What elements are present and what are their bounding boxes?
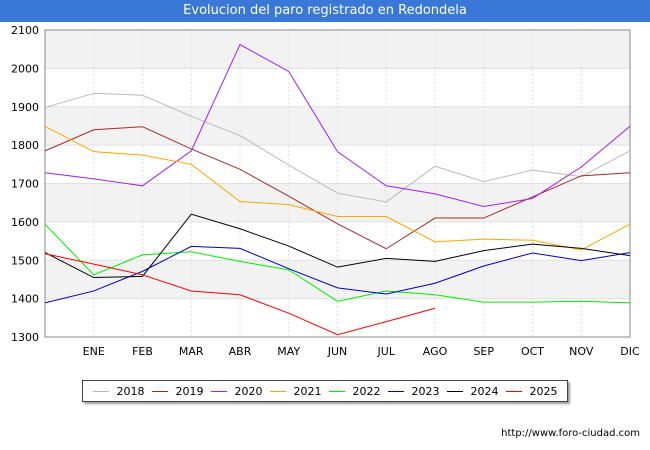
x-tick-label: OCT xyxy=(521,345,544,358)
legend-swatch xyxy=(387,390,404,392)
x-tick-label: DIC xyxy=(620,345,640,358)
plot-frame xyxy=(44,29,631,338)
x-tick-label: JUN xyxy=(327,345,348,358)
x-tick-label: NOV xyxy=(569,345,594,358)
legend-item-2024: 2024 xyxy=(446,384,499,398)
legend-label: 2020 xyxy=(234,384,263,398)
x-tick-label: FEB xyxy=(132,345,153,358)
x-tick-label: AGO xyxy=(423,345,448,358)
legend-swatch xyxy=(446,390,463,392)
grid-lines xyxy=(45,29,631,338)
legend-swatch xyxy=(269,390,286,392)
source-url: http://www.foro-ciudad.com xyxy=(501,428,640,439)
x-tick-label: ENE xyxy=(83,345,105,358)
legend-label: 2018 xyxy=(116,384,145,398)
series-line-2023 xyxy=(44,245,631,304)
y-tick-label: 1900 xyxy=(11,101,39,114)
x-tick-label: MAR xyxy=(179,345,204,358)
legend-item-2025: 2025 xyxy=(505,384,558,398)
y-tick-label: 1500 xyxy=(11,254,39,267)
legend-swatch xyxy=(92,390,109,392)
legend-item-2020: 2020 xyxy=(210,384,263,398)
y-tick-label: 1300 xyxy=(11,331,39,344)
legend-item-2023: 2023 xyxy=(387,384,440,398)
x-tick-label: JUL xyxy=(377,345,396,358)
legend-label: 2023 xyxy=(411,384,440,398)
series-line-2018 xyxy=(44,92,631,203)
series-line-2021 xyxy=(44,125,631,251)
series-line-2025 xyxy=(44,253,436,336)
legend-label: 2025 xyxy=(529,384,558,398)
y-tick-label: 2100 xyxy=(11,24,39,37)
legend-label: 2021 xyxy=(293,384,322,398)
tick-labels: 1300 1400 1500 1600 1700 1800 1900 2000 2100 ENE F… xyxy=(11,24,640,358)
series-lines xyxy=(44,43,631,336)
y-tick-label: 1600 xyxy=(11,216,39,229)
legend-swatch xyxy=(151,390,168,392)
legend-item-2021: 2021 xyxy=(269,384,322,398)
legend-label: 2019 xyxy=(175,384,204,398)
legend: 2018 2019 2020 2021 2022 2023 2024 2025 xyxy=(82,380,568,402)
series-line-2022 xyxy=(44,223,631,304)
chart-title: Evolucion del paro registrado en Redonde… xyxy=(0,0,650,22)
legend-swatch xyxy=(505,390,522,392)
legend-swatch xyxy=(210,390,227,392)
legend-item-2019: 2019 xyxy=(151,384,204,398)
x-tick-label: SEP xyxy=(473,345,494,358)
x-tick-label: MAY xyxy=(277,345,300,358)
y-tick-label: 1400 xyxy=(11,293,39,306)
legend-label: 2024 xyxy=(470,384,499,398)
legend-label: 2022 xyxy=(352,384,381,398)
series-line-2024 xyxy=(44,213,631,279)
y-tick-label: 2000 xyxy=(11,62,39,75)
legend-item-2018: 2018 xyxy=(92,384,145,398)
y-tick-label: 1800 xyxy=(11,139,39,152)
legend-item-2022: 2022 xyxy=(328,384,381,398)
y-tick-label: 1700 xyxy=(11,178,39,191)
axes xyxy=(44,29,631,338)
legend-swatch xyxy=(328,390,345,392)
series-line-2020 xyxy=(44,43,631,208)
series-line-2019 xyxy=(44,126,631,250)
x-tick-label: ABR xyxy=(229,345,252,358)
background-band xyxy=(45,30,630,69)
